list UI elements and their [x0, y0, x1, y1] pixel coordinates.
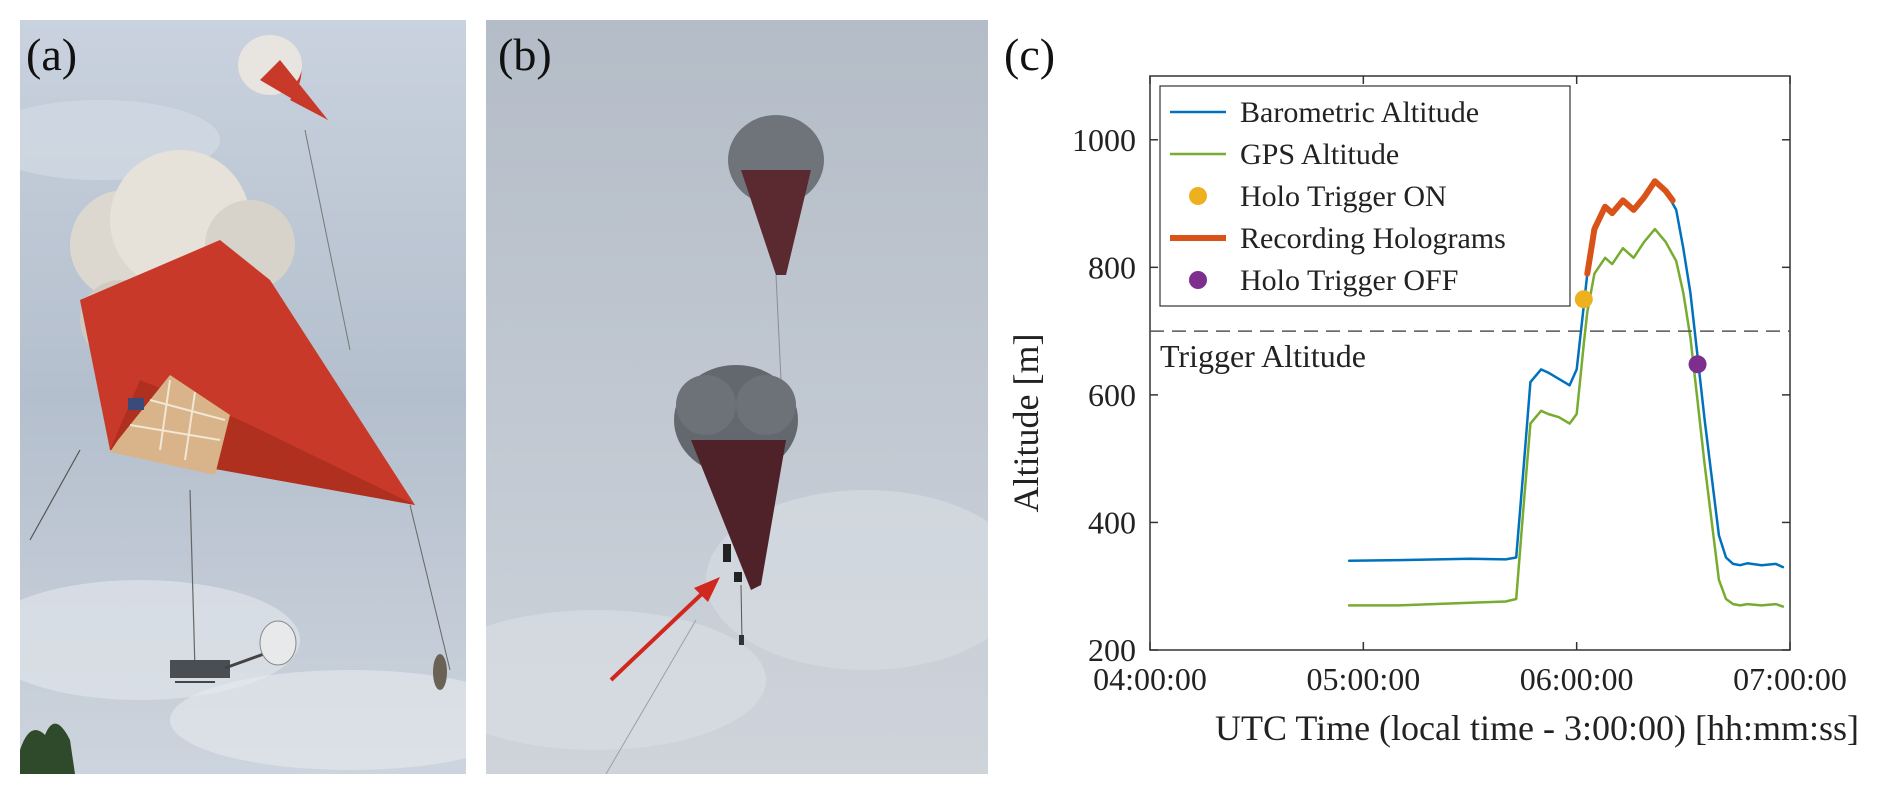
panel-label-c: (c): [1004, 29, 1056, 80]
x-axis-label: UTC Time (local time - 3:00:00) [hh:mm:s…: [1215, 708, 1859, 748]
legend-swatch-marker: [1189, 187, 1207, 205]
y-tick-label: 200: [1088, 632, 1136, 668]
holo-trigger-on-marker: [1574, 290, 1593, 309]
legend-entry-label: Recording Holograms: [1240, 222, 1506, 255]
x-tick-label: 05:00:00: [1306, 661, 1420, 697]
balloon-photo-a: [20, 20, 466, 774]
panel-label-a: (a): [26, 29, 78, 80]
recording-holograms-line: [1584, 178, 1676, 277]
y-tick-label: 800: [1088, 249, 1136, 285]
reference-line-group: Trigger Altitude: [1150, 330, 1790, 374]
legend-entry-label: Barometric Altitude: [1240, 96, 1479, 129]
y-tick-label: 1000: [1072, 122, 1136, 158]
plot-layer: 200 400 600 800 1000 04:00:00 05:00:00 06:00:00…: [1072, 75, 1847, 697]
balloon-photo-b: [486, 20, 988, 774]
legend-entry-label: Holo Trigger OFF: [1240, 264, 1458, 297]
legend-entry-label: Holo Trigger ON: [1240, 180, 1447, 213]
legend-box: [1159, 85, 1571, 307]
panel-label-b: (b): [498, 29, 552, 80]
photo-panel-b: [486, 20, 988, 774]
x-tick-label: 07:00:00: [1733, 661, 1847, 697]
x-tick-label: 04:00:00: [1093, 661, 1207, 697]
altitude-chart: 200 400 600 800 1000 04:00:00 05:00:00 06:00:00…: [1006, 75, 1859, 748]
holo-trigger-off-marker: [1688, 355, 1707, 374]
y-tick-label: 600: [1088, 377, 1136, 413]
trigger-altitude-label: Trigger Altitude: [1160, 338, 1366, 374]
gps-altitude-line: [1347, 227, 1785, 608]
legend-entry-label: GPS Altitude: [1240, 138, 1399, 171]
arrow-head-icon: [694, 577, 720, 602]
chart-legend: Barometric Altitude GPS Altitude Holo Trig…: [1159, 85, 1571, 307]
photo-panel-a: [20, 20, 466, 774]
arrow-line: [609, 586, 710, 682]
plot-frame: [1149, 75, 1791, 651]
x-tick-label: 06:00:00: [1520, 661, 1634, 697]
y-tick-label: 400: [1088, 504, 1136, 540]
legend-swatch-marker: [1189, 271, 1207, 289]
y-axis-label: Altitude [m]: [1006, 334, 1046, 513]
